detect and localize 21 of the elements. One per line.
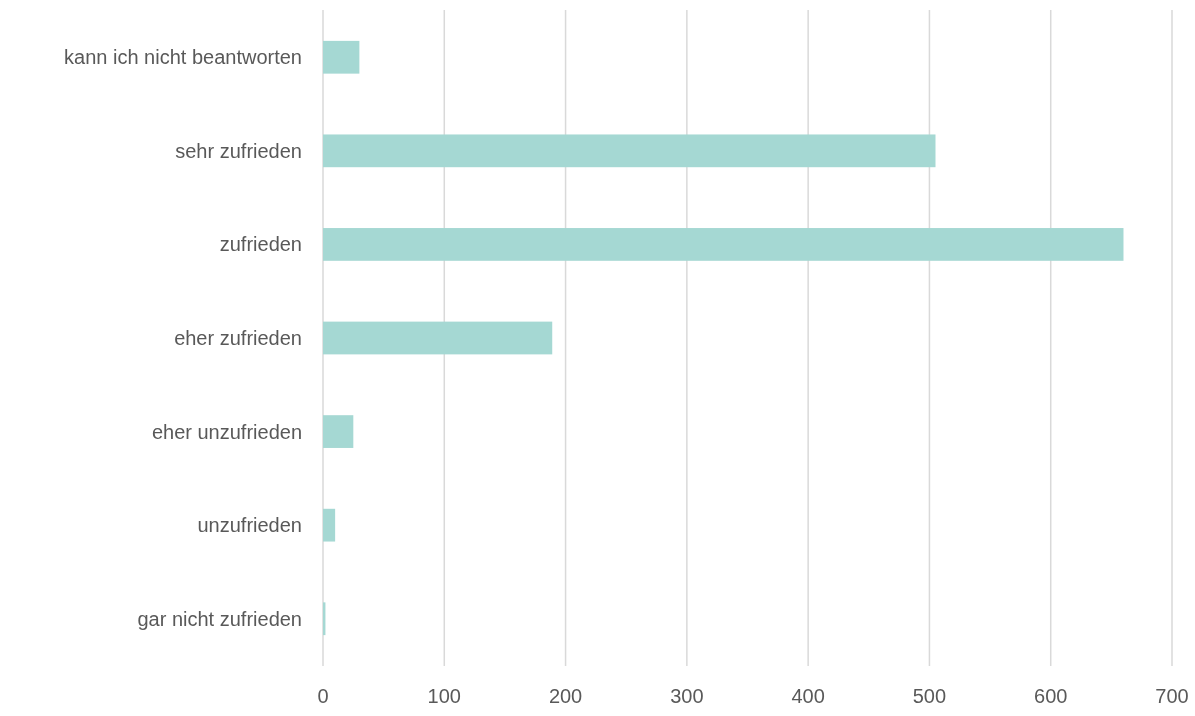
x-tick-label: 100: [427, 685, 461, 707]
x-tick-label: 300: [670, 685, 704, 707]
x-tick-label: 500: [912, 685, 947, 707]
bar: [323, 228, 1124, 261]
y-tick-label: eher zufrieden: [174, 327, 302, 349]
y-tick-label: kann ich nicht beantworten: [64, 46, 302, 69]
bar: [323, 415, 354, 448]
x-tick-label: 0: [317, 685, 329, 707]
x-tick-label: 600: [1034, 685, 1068, 707]
x-tick-label: 200: [548, 685, 583, 707]
y-tick-label: gar nicht zufrieden: [137, 607, 302, 630]
y-tick-label: eher unzufrieden: [151, 420, 302, 443]
x-tick-label: 400: [791, 685, 825, 707]
bar: [323, 40, 360, 74]
x-tick-label: 700: [1155, 685, 1189, 707]
bar: [323, 508, 336, 542]
y-tick-label: unzufrieden: [197, 514, 302, 537]
y-tick-label: zufrieden: [219, 233, 302, 256]
y-tick-label: sehr zufrieden: [175, 139, 302, 162]
bar: [323, 134, 936, 168]
bar: [323, 321, 553, 355]
